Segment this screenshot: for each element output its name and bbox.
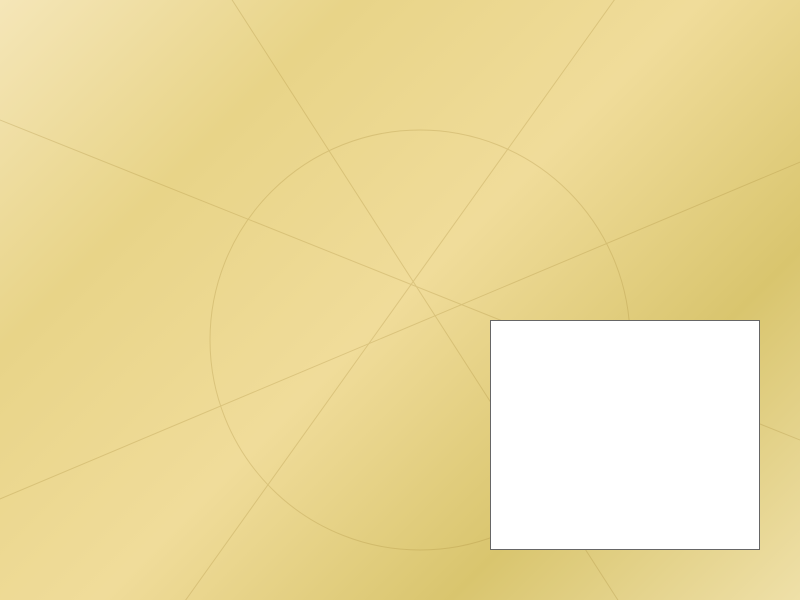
- answers: [140, 58, 760, 62]
- graph: [490, 320, 760, 550]
- task-letters: [50, 30, 120, 34]
- slide: [0, 0, 800, 600]
- task-text: [120, 30, 760, 34]
- task-block: [50, 30, 760, 34]
- graph-svg: [491, 321, 761, 551]
- problem-block: [50, 48, 760, 64]
